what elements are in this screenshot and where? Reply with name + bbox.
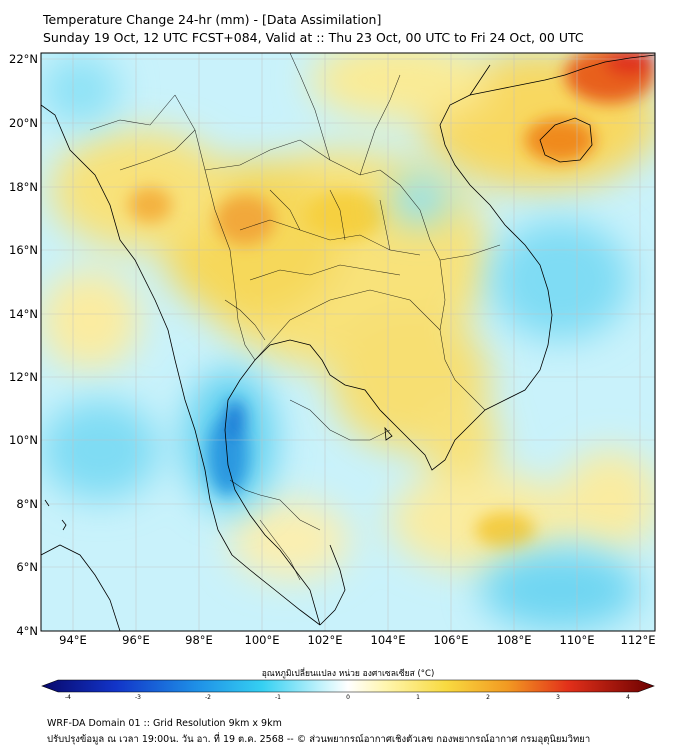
- admin-borders: [89, 53, 501, 581]
- lat-tick-label: 8°N: [16, 497, 38, 511]
- lon-tick-label: 110°E: [560, 633, 595, 647]
- lon-tick-label: 108°E: [497, 633, 532, 647]
- lat-tick-label: 4°N: [16, 624, 38, 638]
- hot-anomaly-areas: [128, 53, 655, 548]
- lat-tick-label: 18°N: [9, 180, 38, 194]
- temperature-field: [41, 53, 655, 631]
- colorbar-tick: 0: [346, 694, 350, 701]
- lon-tick-label: 104°E: [371, 633, 406, 647]
- colorbar-tick: 2: [486, 694, 490, 701]
- lon-tick-label: 96°E: [122, 633, 150, 647]
- latitude-axis: 22°N 20°N 18°N 16°N 14°N 12°N 10°N 8°N 6…: [9, 52, 38, 638]
- model-info: WRF-DA Domain 01 :: Grid Resolution 9km …: [47, 718, 282, 729]
- lat-tick-label: 22°N: [9, 52, 38, 66]
- colorbar-tick: -2: [205, 694, 211, 701]
- graticule: [41, 53, 655, 631]
- update-credit: ปรับปรุงข้อมูล ณ เวลา 19:00น. วัน อา. ที…: [47, 734, 591, 745]
- lon-tick-label: 106°E: [434, 633, 469, 647]
- longitude-axis: 94°E 96°E 98°E 100°E 102°E 104°E 106°E 1…: [59, 633, 655, 647]
- lat-tick-label: 20°N: [9, 116, 38, 130]
- colorbar-label: อุณหภูมิเปลี่ยนแปลง หน่วย องศาเซลเซียส (…: [262, 667, 435, 679]
- lat-tick-label: 10°N: [9, 433, 38, 447]
- cold-anomaly-areas: [208, 400, 248, 495]
- chart-subtitle: Sunday 19 Oct, 12 UTC FCST+084, Valid at…: [43, 30, 584, 45]
- lon-tick-label: 94°E: [59, 633, 87, 647]
- colorbar-tick: 3: [556, 694, 560, 701]
- lat-tick-label: 16°N: [9, 243, 38, 257]
- coastlines: [41, 54, 655, 631]
- lon-tick-label: 102°E: [308, 633, 343, 647]
- chart-title: Temperature Change 24-hr (mm) - [Data As…: [43, 12, 382, 27]
- colorbar: อุณหภูมิเปลี่ยนแปลง หน่วย องศาเซลเซียส (…: [41, 667, 655, 701]
- lon-tick-label: 112°E: [621, 633, 656, 647]
- lat-tick-label: 6°N: [16, 560, 38, 574]
- colorbar-tick: 1: [416, 694, 420, 701]
- colorbar-ramp: [41, 679, 655, 693]
- lat-tick-label: 12°N: [9, 370, 38, 384]
- lon-tick-label: 98°E: [185, 633, 213, 647]
- warm-anomaly-areas: [41, 53, 655, 580]
- colorbar-tick: -4: [65, 694, 71, 701]
- colorbar-tick: 4: [626, 694, 630, 701]
- map-border: [40, 52, 656, 632]
- colorbar-tick: -1: [275, 694, 281, 701]
- lon-tick-label: 100°E: [245, 633, 280, 647]
- lat-tick-label: 14°N: [9, 307, 38, 321]
- colorbar-tick: -3: [135, 694, 141, 701]
